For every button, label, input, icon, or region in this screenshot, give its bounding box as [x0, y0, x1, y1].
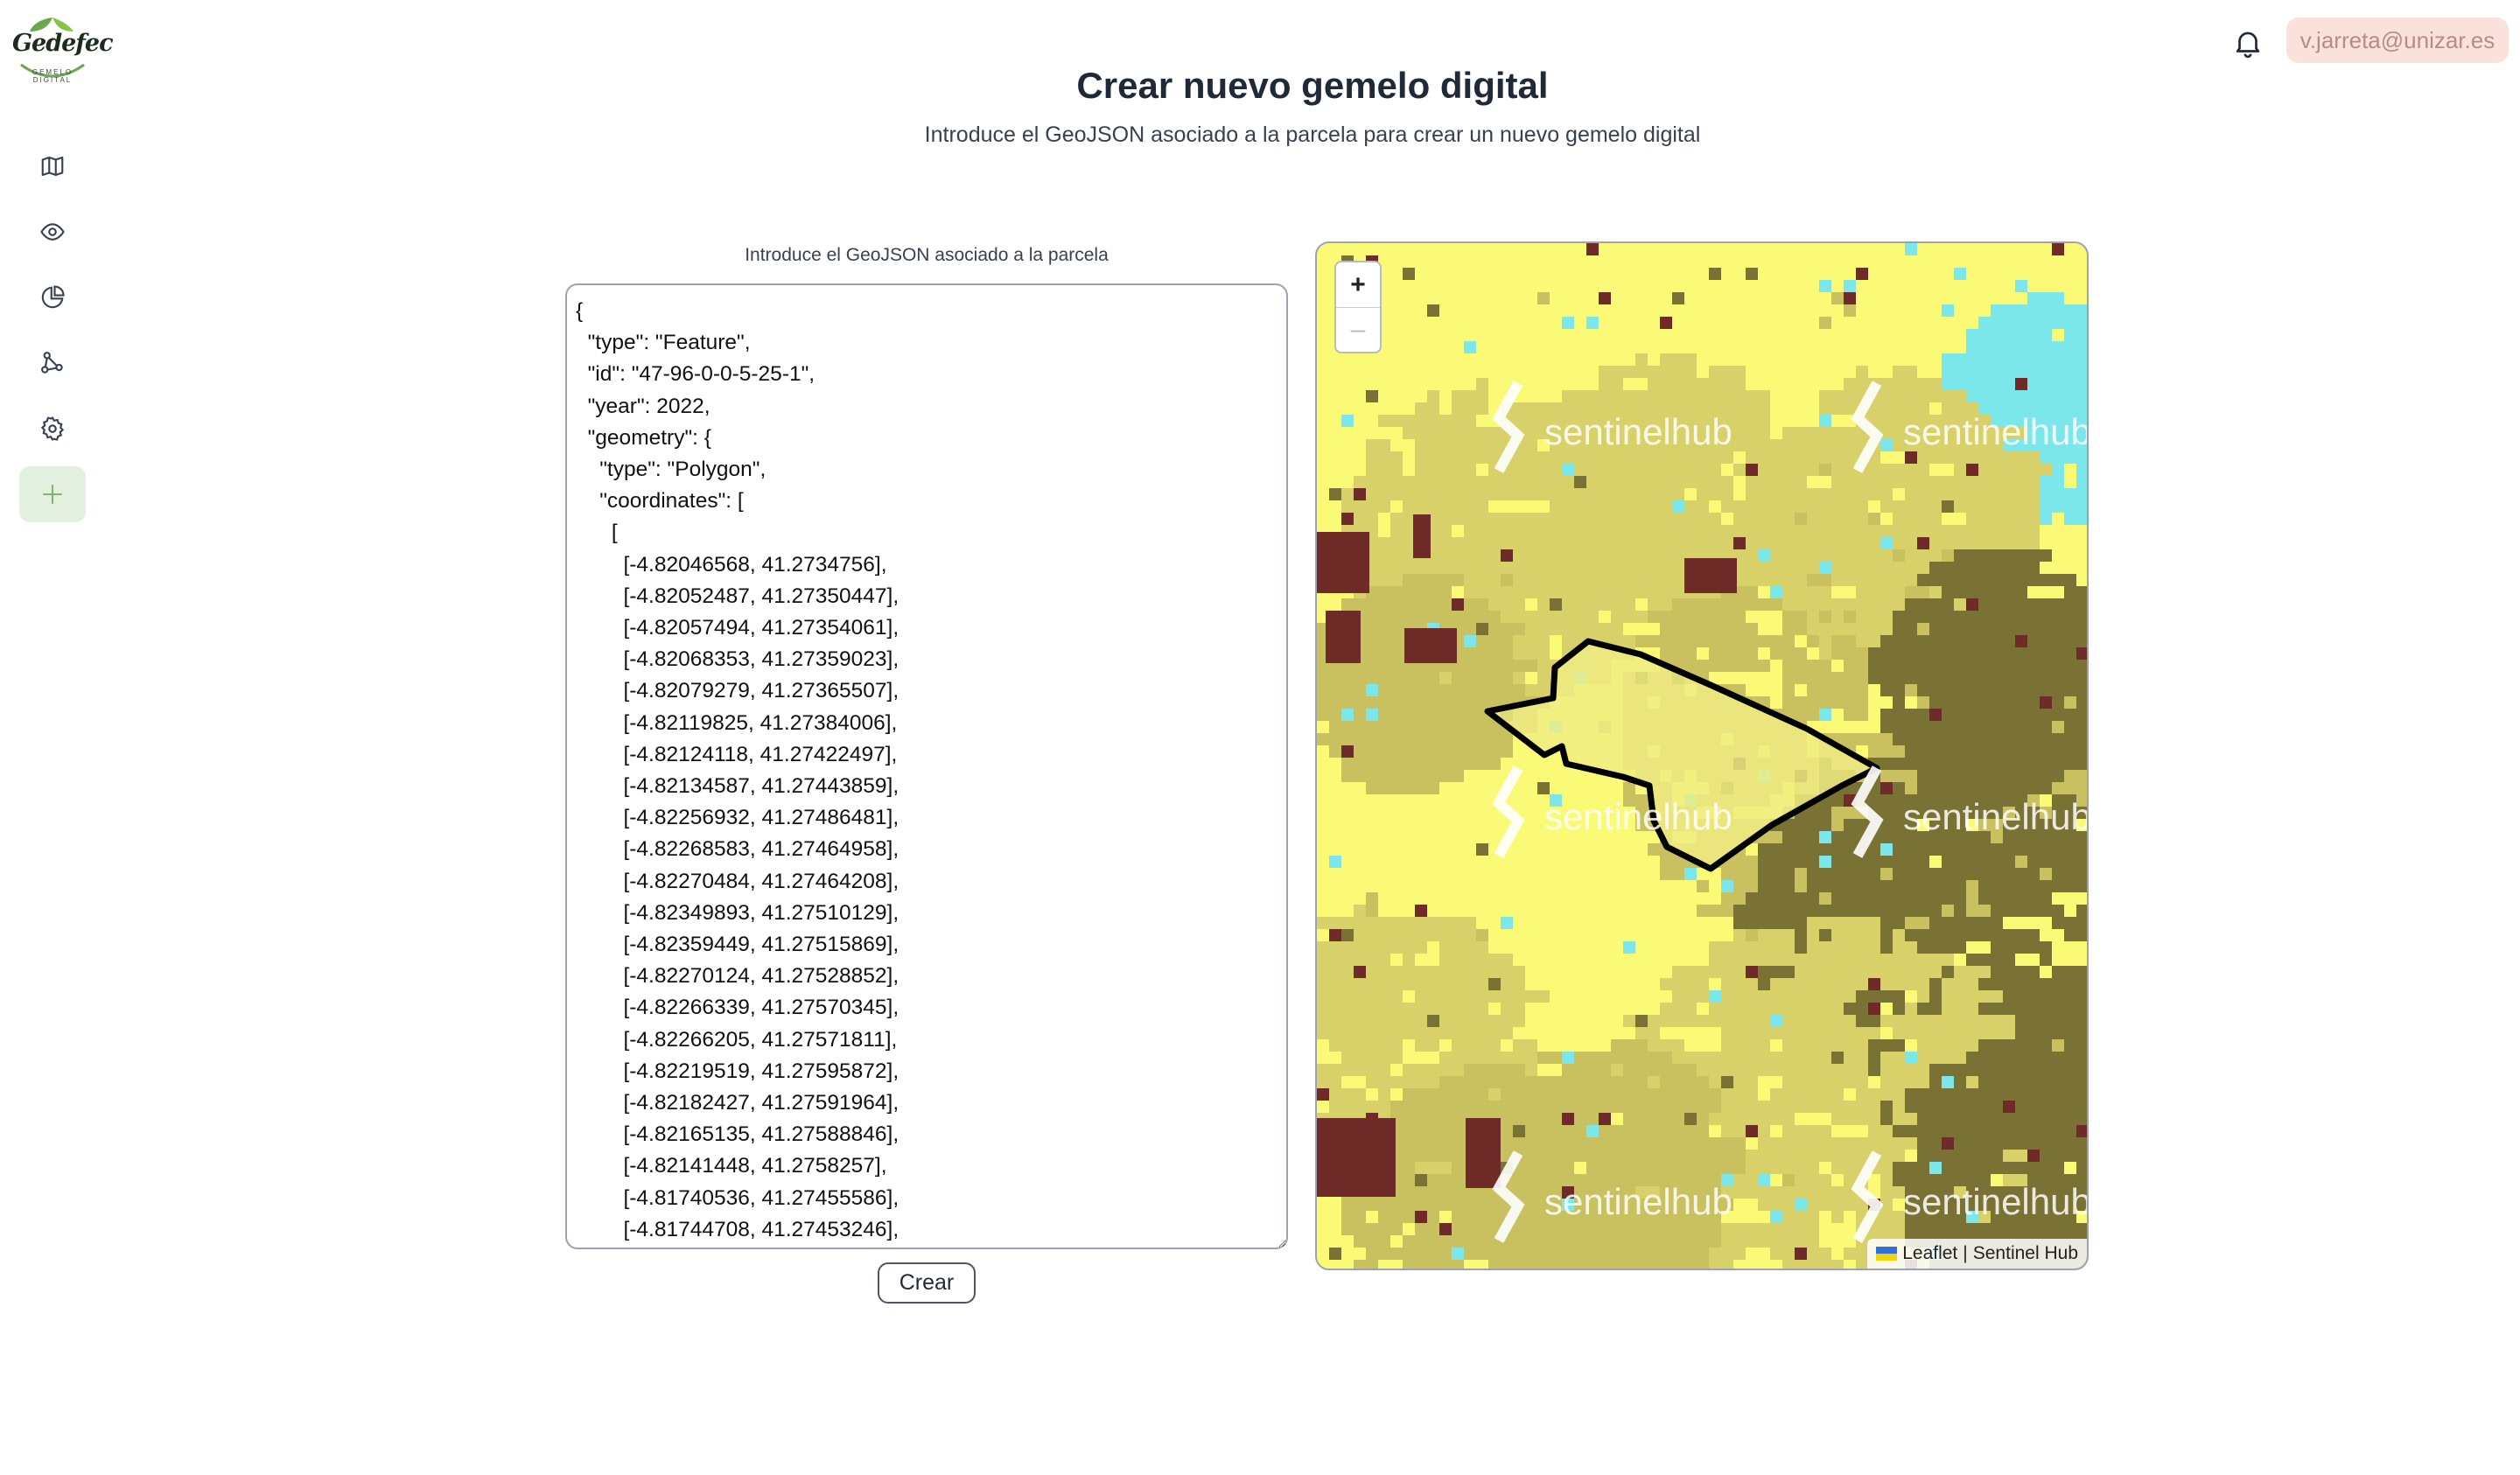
page-subtitle: Introduce el GeoJSON asociado a la parce…: [924, 122, 1701, 147]
svg-text:sentinelhub: sentinelhub: [1544, 411, 1732, 452]
logo-subtitle: GEMELO DIGITAL: [32, 68, 74, 84]
parcel-outline[interactable]: [1484, 638, 1880, 872]
eye-icon: [40, 223, 65, 241]
ukraine-flag-icon: [1876, 1247, 1898, 1261]
sidebar-item-create[interactable]: [19, 466, 86, 522]
app-logo[interactable]: Gedefec GEMELO DIGITAL: [12, 14, 114, 86]
sentinelhub-watermark: sentinelhub: [1851, 381, 2089, 473]
sentinelhub-watermark: sentinelhub: [1492, 1150, 1732, 1243]
map-view[interactable]: sentinelhub sentinelhub sentinelhub sentine…: [1315, 241, 2089, 1270]
geojson-label: Introduce el GeoJSON asociado a la parce…: [745, 245, 1109, 265]
sidebar-item-stats[interactable]: [19, 269, 86, 325]
sidebar-item-view[interactable]: [19, 204, 86, 260]
leaf-logo-icon: [20, 17, 85, 78]
svg-text:sentinelhub: sentinelhub: [1903, 411, 2089, 452]
map-attribution: Leaflet | Sentinel Hub: [1867, 1239, 2087, 1269]
share-nodes-icon: [41, 352, 63, 374]
sidebar-item-network[interactable]: [19, 335, 86, 391]
gear-icon: [40, 416, 65, 441]
sentinelhub-watermark: sentinelhub: [1851, 1150, 2087, 1243]
sentinelhub-watermark: sentinelhub: [1492, 765, 1732, 858]
plus-icon: [43, 485, 62, 504]
satellite-tile-layer: sentinelhub sentinelhub sentinelhub sentine…: [1317, 243, 2089, 1269]
create-button[interactable]: Crear: [878, 1262, 976, 1304]
user-email-badge[interactable]: v.jarreta@unizar.es: [2286, 17, 2509, 63]
sentinelhub-watermark: sentinelhub: [1851, 765, 2089, 858]
sidebar-nav: [19, 138, 86, 532]
attribution-sentinel-link[interactable]: Sentinel Hub: [1972, 1243, 2078, 1263]
sidebar-item-map[interactable]: [19, 138, 86, 194]
page-title: Crear nuevo gemelo digital: [1076, 65, 1549, 106]
attribution-separator: |: [1963, 1243, 1968, 1263]
bell-icon[interactable]: [2231, 26, 2264, 59]
svg-text:sentinelhub: sentinelhub: [1903, 796, 2089, 837]
map-icon: [41, 156, 64, 177]
sidebar-item-settings[interactable]: [19, 401, 86, 457]
pie-chart-icon: [41, 285, 65, 309]
logo-text: Gedefec: [12, 30, 114, 57]
zoom-in-button[interactable]: +: [1350, 269, 1366, 299]
svg-text:sentinelhub: sentinelhub: [1544, 796, 1732, 837]
zoom-out-button[interactable]: –: [1336, 307, 1380, 352]
sidebar: Gedefec GEMELO DIGITAL: [0, 0, 114, 1475]
zoom-control: + –: [1334, 261, 1382, 353]
sentinelhub-watermark: sentinelhub: [1492, 381, 1732, 473]
geojson-textarea[interactable]: [565, 283, 1288, 1249]
attribution-leaflet-link[interactable]: Leaflet: [1902, 1243, 1958, 1263]
